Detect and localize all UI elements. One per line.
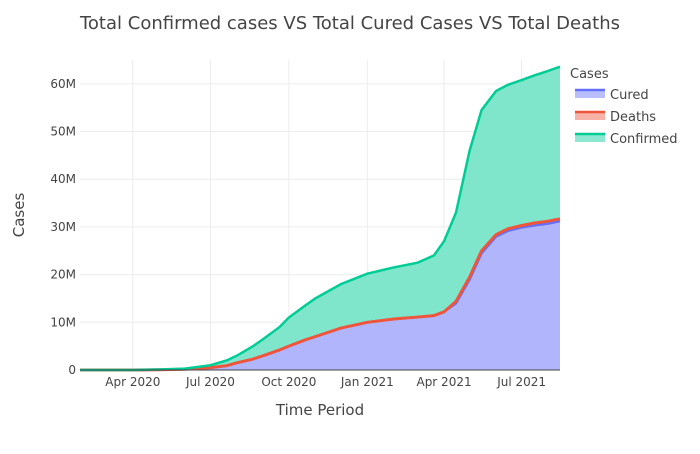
legend-item-confirmed[interactable]: Confirmed <box>575 132 678 147</box>
x-tick-label: Jul 2020 <box>185 375 235 389</box>
y-tick-label: 50M <box>50 125 76 139</box>
x-tick-label: Apr 2021 <box>416 375 471 389</box>
x-axis-title: Time Period <box>275 401 364 419</box>
legend-item-deaths[interactable]: Deaths <box>575 110 656 125</box>
legend-title: Cases <box>570 67 609 82</box>
area-layer <box>80 66 560 371</box>
axis-layer: 0 10M 20M 30M 40M 50M 60M Apr 2020 Jul 2020 Oct 2… <box>50 77 560 389</box>
cured-area <box>80 221 560 370</box>
legend-swatch-confirmed <box>575 134 605 142</box>
line-layer <box>80 65 561 372</box>
y-tick-label: 60M <box>50 77 76 91</box>
legend-label-cured: Cured <box>610 88 649 103</box>
y-tick-label: 30M <box>50 220 76 234</box>
legend[interactable]: Cases Cured Deaths Confirmed <box>570 67 678 147</box>
legend-item-cured[interactable]: Cured <box>575 88 649 103</box>
y-tick-label: 20M <box>50 268 76 282</box>
y-axis-title: Cases <box>10 193 28 238</box>
confirmed-line <box>80 65 561 372</box>
legend-label-confirmed: Confirmed <box>610 132 678 147</box>
chart-title: Total Confirmed cases VS Total Cured Cas… <box>79 13 620 34</box>
x-tick-label: Oct 2020 <box>261 375 316 389</box>
confirmed-area <box>80 66 560 371</box>
x-tick-label: Apr 2020 <box>105 375 160 389</box>
x-tick-label: Jul 2021 <box>496 375 546 389</box>
legend-swatch-cured <box>575 90 605 98</box>
legend-swatch-deaths <box>575 112 605 120</box>
deaths-line <box>80 217 561 372</box>
legend-label-deaths: Deaths <box>610 110 656 125</box>
y-tick-label: 40M <box>50 172 76 186</box>
y-tick-label: 0 <box>68 363 76 377</box>
y-tick-label: 10M <box>50 315 76 329</box>
x-tick-label: Jan 2021 <box>340 375 394 389</box>
